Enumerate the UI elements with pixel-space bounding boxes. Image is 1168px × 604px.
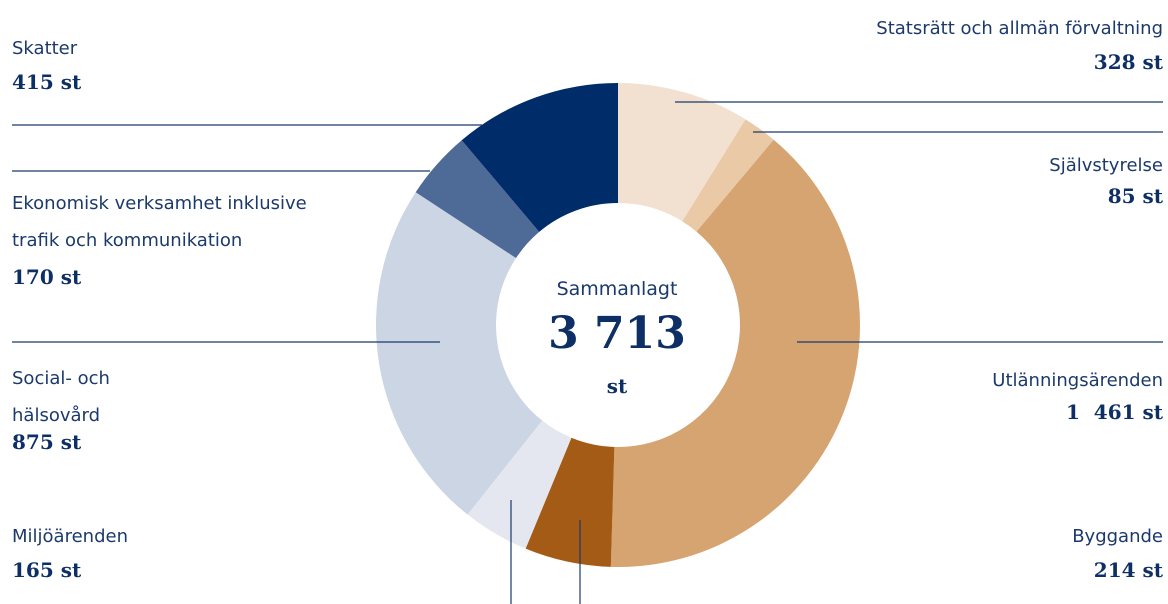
- donut-segment: [461, 83, 618, 232]
- donut-segment: [376, 192, 543, 515]
- value-label: 328 st: [1093, 50, 1163, 74]
- donut-segment: [525, 437, 615, 567]
- value-label: 415 st: [12, 70, 82, 94]
- category-label: Ekonomisk verksamhet inklusive trafik oc…: [12, 193, 307, 251]
- donut-segment: [610, 139, 860, 567]
- category-label: Byggande: [1072, 526, 1163, 547]
- value-label: 1 461 st: [1065, 400, 1163, 424]
- center-value: 3 713: [548, 308, 686, 359]
- category-label: Miljöärenden: [12, 526, 128, 547]
- category-label: Självstyrelse: [1049, 155, 1163, 176]
- category-label: Social- och hälsovård: [12, 368, 110, 426]
- donut: [376, 83, 860, 567]
- value-label: 214 st: [1093, 558, 1163, 582]
- donut-segment: [618, 83, 746, 222]
- donut-segment: [415, 140, 540, 259]
- value-label: 875 st: [12, 430, 82, 454]
- category-label: Utlänningsärenden: [992, 370, 1163, 391]
- value-label: 170 st: [12, 265, 82, 289]
- donut-segment: [682, 119, 774, 232]
- value-label: 165 st: [12, 558, 82, 582]
- donut-segment: [467, 420, 572, 549]
- category-label: Statsrätt och allmän förvaltning: [876, 18, 1163, 39]
- center-title: Sammanlagt: [556, 278, 678, 300]
- center-unit: st: [606, 374, 628, 398]
- category-label: Skatter: [12, 38, 78, 59]
- value-label: 85 st: [1107, 184, 1163, 208]
